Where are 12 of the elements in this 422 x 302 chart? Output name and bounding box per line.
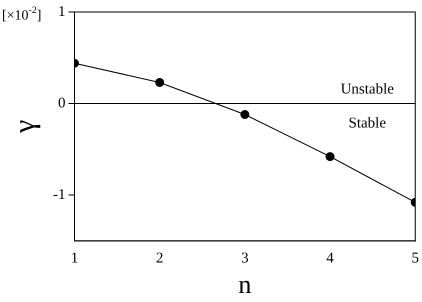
annotation: Unstable	[340, 81, 394, 98]
x-tick-label: 2	[156, 250, 164, 267]
y-tick-label: 0	[58, 95, 66, 112]
x-tick-label: 5	[412, 250, 419, 267]
annotation: Stable	[348, 115, 386, 132]
y-tick-label: -1	[52, 186, 66, 203]
x-tick-label: 3	[241, 250, 249, 267]
x-axis-title: n	[238, 270, 252, 300]
x-tick-label: 1	[70, 250, 78, 267]
y-axis-title: γ	[8, 120, 41, 134]
y-tick-label: 1	[58, 4, 66, 20]
x-tick-label: 4	[326, 250, 334, 267]
